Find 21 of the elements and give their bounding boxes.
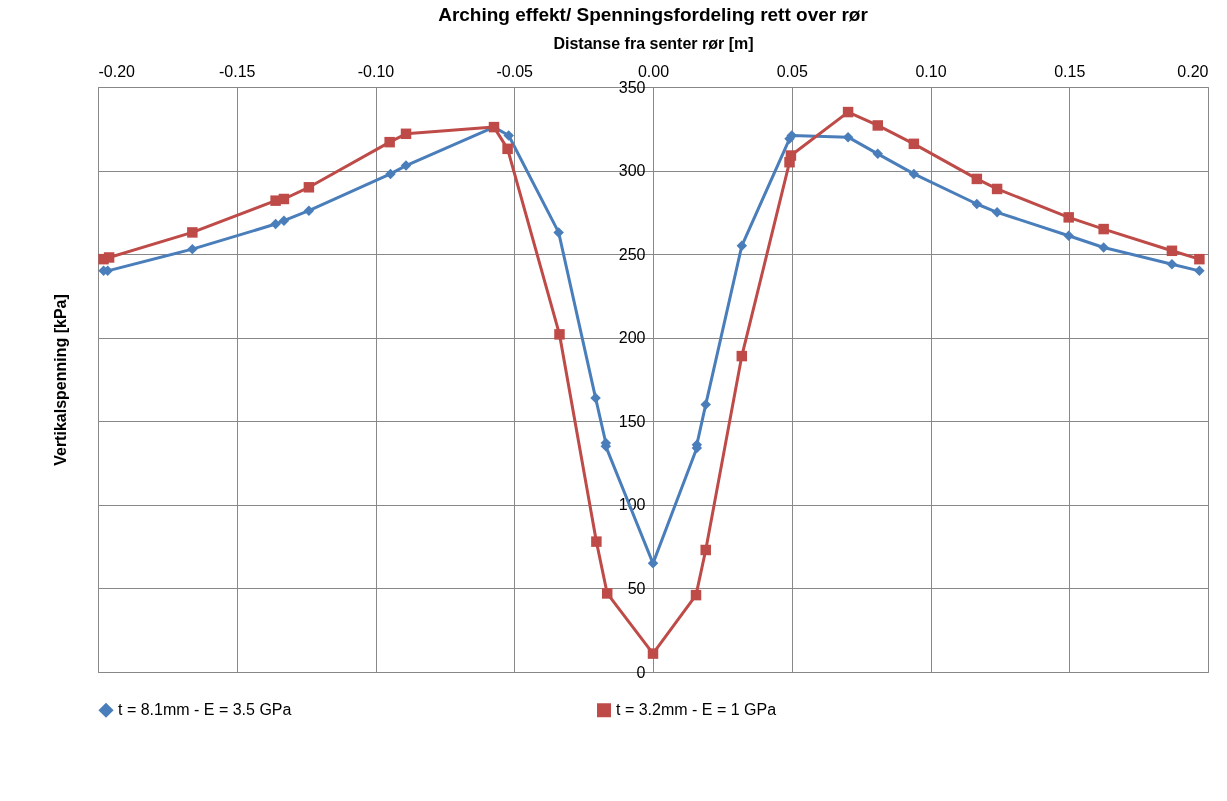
y-axis-title: Vertikalspenning [kPa] (51, 294, 69, 466)
x-tick-label: -0.15 (219, 62, 256, 80)
x-tick-label: 0.20 (1177, 62, 1209, 80)
x-tick-label: 0.00 (637, 62, 670, 80)
y-tick-label: 50 (627, 579, 646, 597)
y-tick-label: 300 (618, 162, 646, 180)
x-axis-title: Distanse fra senter rør [m] (553, 34, 754, 52)
x-tick-label: 0.10 (915, 62, 947, 80)
legend-label: t = 8.1mm - E = 3.5 GPa (118, 701, 292, 719)
y-tick-label: 250 (618, 245, 646, 263)
x-tick-label: -0.05 (496, 62, 534, 80)
x-tick-label: -0.20 (98, 62, 136, 80)
x-tick-label: 0.05 (776, 62, 808, 80)
y-tick-label: 350 (618, 78, 646, 96)
chart-title: Arching effekt/ Spenningsfordeling rett over rør (438, 4, 869, 25)
legend-label: t = 3.2mm - E = 1 GPa (616, 701, 777, 719)
y-tick-label: 0 (636, 663, 646, 681)
y-tick-label: 150 (618, 412, 646, 430)
x-tick-label: -0.10 (357, 62, 395, 80)
x-tick-label: 0.15 (1054, 62, 1086, 80)
y-tick-label: 200 (618, 329, 646, 347)
